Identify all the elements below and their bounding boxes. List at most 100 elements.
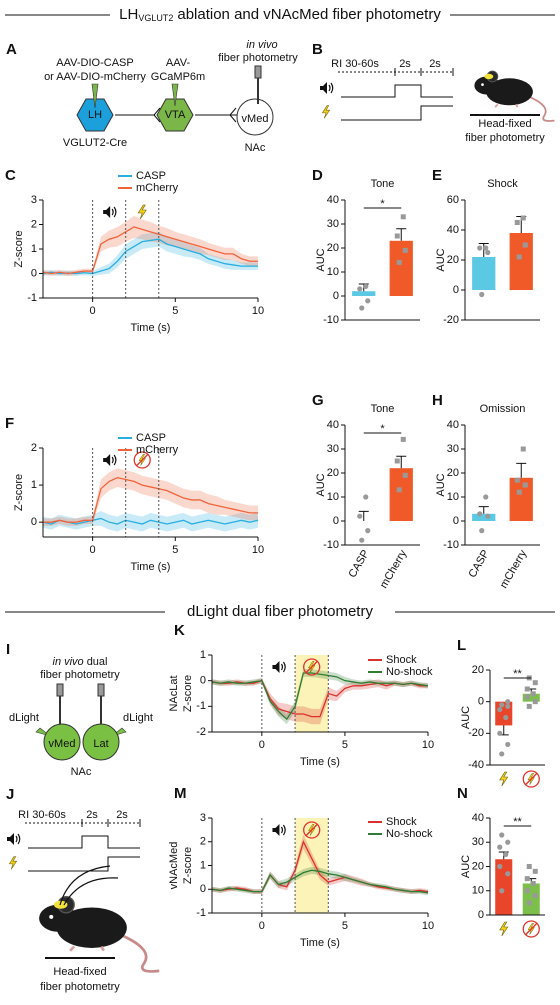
data-point	[363, 283, 369, 289]
error-bar	[478, 506, 489, 514]
y-tick-label: -10	[323, 314, 339, 326]
line	[211, 869, 429, 894]
y-tick-label: 0	[200, 675, 206, 687]
y-tick-label: 0	[333, 515, 339, 527]
bar	[509, 477, 533, 521]
x-tick-label: 0	[259, 739, 265, 751]
y-axis-label: Z-score	[13, 230, 25, 267]
data-point	[394, 233, 400, 239]
y-tick-label: 40	[447, 224, 459, 236]
data-point	[365, 528, 371, 534]
y-tick-label: 20	[327, 467, 339, 479]
tone-trace	[28, 835, 140, 849]
data-point	[522, 242, 528, 248]
bolt-icon	[8, 856, 18, 870]
no-icon	[305, 660, 319, 674]
data-point	[499, 751, 505, 757]
injection	[171, 83, 179, 107]
x-axis-label: Time (s)	[300, 756, 340, 768]
data-point	[402, 247, 408, 253]
y-axis-label: Z-score	[182, 675, 194, 712]
bar	[472, 257, 496, 290]
data-point	[526, 703, 532, 709]
panel-label: H	[432, 392, 443, 409]
y-tick-label: 10	[447, 491, 459, 503]
data-point	[503, 714, 509, 721]
y-tick-label: 0	[200, 883, 206, 895]
label: RI 30-60s	[18, 809, 66, 821]
y-axis-label: AUC	[315, 473, 327, 496]
error-bar	[516, 462, 527, 478]
data-point	[483, 245, 489, 251]
y-axis-label: Z-score	[13, 474, 25, 511]
y-tick-label: 0	[31, 516, 37, 528]
x-tick-label: 0	[259, 920, 265, 932]
bolt-icon	[499, 921, 509, 937]
section-title: dLight dual fiber photometry	[187, 603, 373, 620]
panel-label: E	[432, 167, 442, 184]
data-point	[479, 291, 485, 298]
y-tick-label: -1	[27, 292, 37, 304]
tone-trace	[341, 84, 453, 98]
y-tick-label: 30	[447, 443, 459, 455]
data-point	[394, 458, 400, 464]
line	[211, 672, 429, 721]
legend-label: mCherry	[136, 444, 179, 456]
shock-trace	[28, 856, 140, 872]
label: 2s	[116, 809, 128, 821]
no-icon	[524, 772, 538, 786]
y-tick-label: -20	[468, 727, 484, 739]
data-point	[516, 254, 522, 260]
x-tick-label: CASP	[346, 548, 371, 580]
y-tick-label: 0	[478, 909, 484, 921]
y-tick-label: -40	[468, 759, 484, 771]
chart-title: Omission	[480, 403, 526, 415]
panel-label: G	[312, 392, 324, 409]
data-point	[402, 472, 408, 478]
line	[42, 226, 258, 275]
error-band	[43, 468, 258, 526]
no-icon	[303, 658, 321, 676]
legend-label: Shock	[386, 816, 417, 828]
y-tick-label: 40	[447, 419, 459, 431]
y-tick-label: 20	[327, 242, 339, 254]
title-sub: VGLUT2	[138, 13, 173, 23]
timeline	[338, 68, 454, 121]
y-tick-label: 1	[31, 479, 37, 491]
data-point	[526, 864, 532, 869]
data-point	[503, 851, 509, 857]
y-axis-label: Z-score	[182, 847, 194, 884]
y-tick-label: 2	[31, 442, 37, 454]
data-point	[505, 871, 511, 877]
mouse	[474, 70, 555, 122]
panel-label: L	[457, 637, 466, 654]
y-axis-label: vNAcMed	[168, 842, 180, 890]
label: 2s	[86, 809, 98, 821]
y-tick-label: -1	[196, 700, 206, 712]
bolt	[8, 856, 18, 870]
line	[43, 476, 258, 523]
bar	[472, 513, 496, 521]
label: in vivo	[246, 39, 277, 51]
sound-wave	[328, 82, 334, 94]
label: NAc	[245, 142, 266, 154]
bolt	[137, 204, 147, 220]
data-point	[497, 706, 503, 713]
no-icon	[303, 821, 321, 839]
x-axis-label: Time (s)	[131, 322, 171, 334]
title-part: ablation and vNAcMed fiber photometry	[177, 6, 441, 23]
y-tick-label: 10	[472, 885, 484, 897]
label: dual	[87, 656, 108, 668]
chart-title: Tone	[371, 178, 395, 190]
label: fiber photometry	[40, 981, 120, 993]
injection	[91, 83, 99, 109]
label: vMed	[242, 113, 269, 125]
y-tick-label: -20	[443, 314, 459, 326]
bar	[509, 233, 533, 290]
chart-title: Shock	[487, 178, 518, 190]
label: RI 30-60s	[331, 58, 379, 70]
y-tick-label: 1	[200, 649, 206, 661]
title-part: LH	[119, 6, 138, 23]
panel-label: A	[6, 41, 17, 58]
